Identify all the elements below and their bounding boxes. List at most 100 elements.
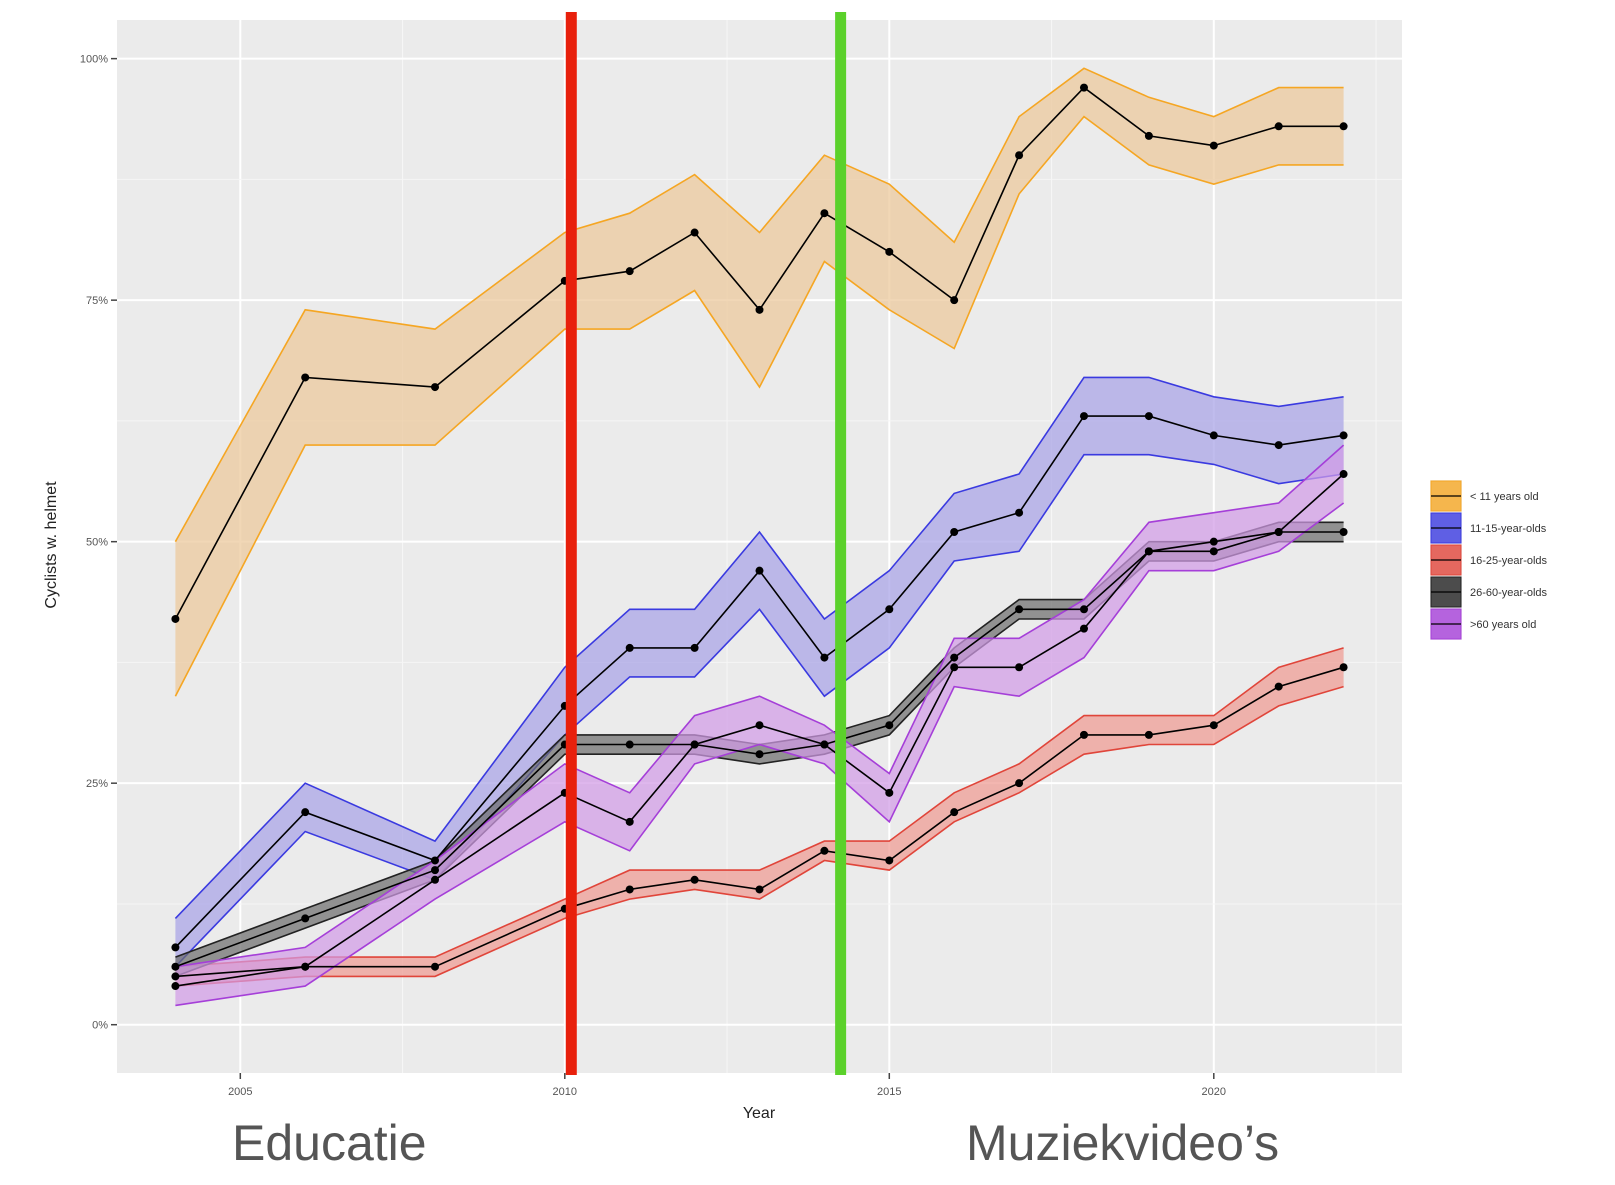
point-series-1 <box>171 943 180 952</box>
y-tick-label: 75% <box>86 295 108 307</box>
point-series-3 <box>1209 547 1218 556</box>
point-series-4 <box>1144 547 1153 556</box>
point-series-0 <box>1079 83 1088 92</box>
point-series-2 <box>1274 682 1283 691</box>
point-series-1 <box>1209 431 1218 440</box>
legend-label: >60 years old <box>1470 619 1536 631</box>
point-series-2 <box>755 885 764 894</box>
point-series-2 <box>1144 730 1153 739</box>
point-series-1 <box>1274 441 1283 450</box>
point-series-0 <box>171 614 180 623</box>
point-series-2 <box>431 962 440 971</box>
point-series-4 <box>690 740 699 749</box>
point-series-4 <box>1015 663 1024 672</box>
point-series-2 <box>625 885 634 894</box>
point-series-0 <box>885 247 894 256</box>
point-series-1 <box>1144 412 1153 421</box>
point-series-2 <box>1015 779 1024 788</box>
point-series-0 <box>950 296 959 305</box>
band-upper-series-0 <box>174 67 1344 543</box>
point-series-2 <box>820 846 829 855</box>
point-series-3 <box>625 740 634 749</box>
point-series-2 <box>1079 730 1088 739</box>
legend-label: 26-60-year-olds <box>1470 587 1548 599</box>
band-lower-series-2 <box>175 685 1344 987</box>
point-series-2 <box>950 808 959 817</box>
point-series-2 <box>1339 663 1348 672</box>
point-series-2 <box>171 972 180 981</box>
point-series-3 <box>950 653 959 662</box>
legend: < 11 years old 11-15-year-olds 16-25-year-… <box>1430 480 1548 640</box>
point-series-2 <box>885 856 894 865</box>
axes: 2005 2010 2015 2020 0% 25% 50% 75% 100% <box>80 54 1226 1098</box>
point-series-4 <box>625 817 634 826</box>
point-series-4 <box>755 721 764 730</box>
series-lines <box>174 86 1345 987</box>
point-series-1 <box>1339 431 1348 440</box>
line-series-3 <box>175 531 1344 968</box>
annotation-muziekvideos: Muziekvideo’s <box>966 1115 1280 1171</box>
point-series-1 <box>820 653 829 662</box>
point-series-4 <box>1339 470 1348 479</box>
legend-label: 16-25-year-olds <box>1470 555 1548 567</box>
point-series-1 <box>690 643 699 652</box>
y-tick-label: 100% <box>80 54 108 66</box>
x-tick-label: 2010 <box>553 1086 577 1098</box>
point-series-0 <box>431 383 440 392</box>
point-series-1 <box>431 856 440 865</box>
point-series-0 <box>1274 122 1283 131</box>
y-axis-title: Cyclists w. helmet <box>43 481 60 609</box>
point-series-3 <box>885 721 894 730</box>
point-series-0 <box>625 267 634 276</box>
point-series-3 <box>1015 605 1024 614</box>
x-tick-label: 2020 <box>1202 1086 1226 1098</box>
point-series-0 <box>1209 141 1218 150</box>
line-series-0 <box>174 86 1344 620</box>
point-series-4 <box>1079 624 1088 633</box>
point-series-3 <box>1339 528 1348 537</box>
band-series-0 <box>175 68 1344 697</box>
x-axis-title: Year <box>743 1105 776 1122</box>
point-series-1 <box>1015 508 1024 517</box>
point-series-3 <box>1079 605 1088 614</box>
point-series-0 <box>820 209 829 218</box>
y-tick-label: 0% <box>92 1020 108 1032</box>
band-upper-series-4 <box>175 444 1345 968</box>
annotation-lines <box>565 12 847 1075</box>
band-upper-series-2 <box>175 647 1344 968</box>
point-series-4 <box>1209 537 1218 546</box>
point-series-0 <box>1339 122 1348 131</box>
point-series-1 <box>301 808 310 817</box>
x-tick-label: 2005 <box>228 1086 252 1098</box>
point-series-4 <box>171 982 180 991</box>
band-lower-series-0 <box>174 115 1344 697</box>
point-series-1 <box>885 605 894 614</box>
line-series-1 <box>174 415 1344 948</box>
point-series-0 <box>1144 131 1153 140</box>
point-series-3 <box>171 962 180 971</box>
point-series-0 <box>301 373 310 382</box>
band-upper-series-1 <box>174 376 1344 919</box>
point-series-4 <box>820 740 829 749</box>
point-series-1 <box>625 643 634 652</box>
point-series-4 <box>301 962 310 971</box>
annotation-educatie: Educatie <box>232 1115 427 1171</box>
legend-label: < 11 years old <box>1470 491 1539 503</box>
point-series-4 <box>431 875 440 884</box>
point-series-3 <box>301 914 310 923</box>
point-series-1 <box>950 528 959 537</box>
y-tick-label: 25% <box>86 778 108 790</box>
band-lower-series-4 <box>175 502 1345 1007</box>
point-series-2 <box>690 875 699 884</box>
line-series-2 <box>175 666 1344 978</box>
band-series-3 <box>175 522 1344 977</box>
point-series-1 <box>755 566 764 575</box>
y-tick-label: 50% <box>86 537 108 549</box>
point-series-4 <box>1274 528 1283 537</box>
point-series-0 <box>690 228 699 237</box>
legend-label: 11-15-year-olds <box>1470 523 1547 535</box>
band-series-1 <box>175 377 1344 967</box>
x-tick-label: 2015 <box>877 1086 901 1098</box>
point-series-4 <box>950 663 959 672</box>
